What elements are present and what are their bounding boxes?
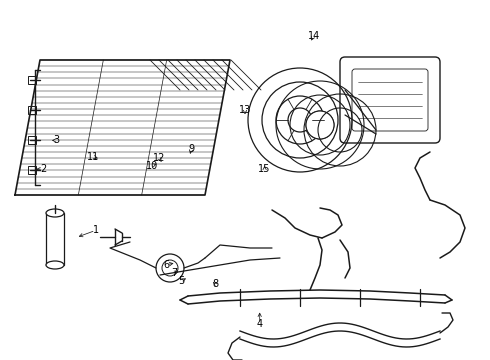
Text: 12: 12 (153, 153, 166, 163)
Text: 5: 5 (178, 276, 184, 286)
Text: 7: 7 (171, 268, 177, 278)
Text: 3: 3 (53, 135, 59, 145)
Text: 4: 4 (257, 319, 263, 329)
Text: 15: 15 (258, 164, 271, 174)
Text: 2: 2 (40, 164, 46, 174)
Bar (28, 106, 36, 114)
Circle shape (276, 96, 324, 144)
Text: 10: 10 (146, 161, 158, 171)
Bar (28, 76, 36, 84)
Text: 6: 6 (164, 260, 170, 270)
Text: 11: 11 (87, 152, 99, 162)
Circle shape (306, 111, 334, 139)
Text: 14: 14 (308, 31, 319, 41)
Text: 1: 1 (93, 225, 98, 235)
Circle shape (288, 108, 312, 132)
Text: 8: 8 (213, 279, 219, 289)
Bar (46, 213, 64, 265)
Bar (28, 136, 36, 144)
Ellipse shape (46, 209, 64, 217)
Text: 9: 9 (188, 144, 194, 154)
Text: 13: 13 (239, 105, 251, 115)
Ellipse shape (46, 261, 64, 269)
FancyBboxPatch shape (340, 57, 440, 143)
Circle shape (262, 82, 338, 158)
Bar (28, 166, 36, 174)
